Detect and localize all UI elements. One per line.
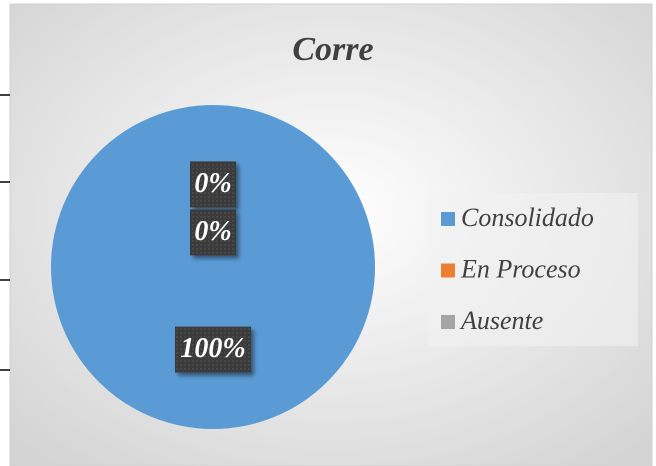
frame-ticks bbox=[0, 94, 10, 371]
data-label-text: 0% bbox=[194, 168, 231, 199]
legend-label: Ausente bbox=[459, 306, 543, 335]
legend-swatch bbox=[441, 263, 455, 278]
pie-slice bbox=[51, 105, 375, 429]
data-label: 100% bbox=[175, 326, 251, 373]
data-label: 0% bbox=[190, 209, 236, 256]
data-label-text: 0% bbox=[194, 216, 231, 247]
chart-title: Corre bbox=[292, 31, 373, 68]
legend-label: Consolidado bbox=[461, 203, 594, 232]
legend-label: En Proceso bbox=[460, 254, 581, 283]
data-label-box bbox=[190, 161, 236, 208]
data-label-box bbox=[175, 326, 251, 373]
legend-swatch bbox=[441, 212, 455, 226]
data-label: 0% bbox=[190, 161, 236, 208]
legend-box bbox=[428, 193, 638, 346]
data-label-box bbox=[190, 209, 236, 256]
legend-swatch bbox=[441, 315, 455, 329]
data-label-text: 100% bbox=[180, 333, 245, 364]
